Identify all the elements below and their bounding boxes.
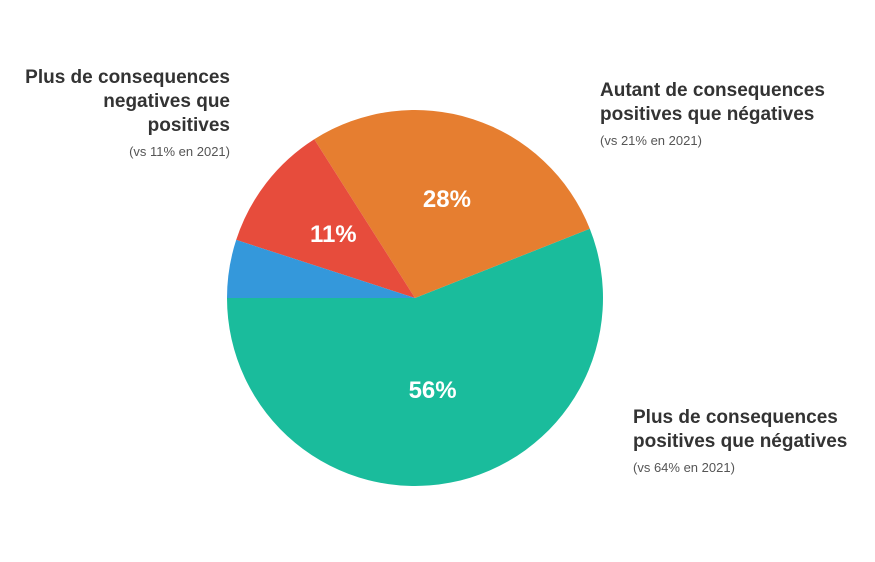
slice-label-negative: 11%	[310, 221, 357, 248]
label-negative-note: (vs 11% en 2021)	[129, 144, 230, 159]
label-equal-note: (vs 21% en 2021)	[600, 133, 702, 148]
pie-slice-negative	[236, 139, 415, 298]
label-negative-title: Plus de consequences negatives que posit…	[25, 67, 230, 136]
label-positive-note: (vs 64% en 2021)	[633, 460, 735, 475]
pie-slice-equal	[314, 110, 590, 298]
label-equal-title: Autant de consequences positives que nég…	[600, 80, 825, 125]
pie-slice-other	[227, 239, 415, 298]
label-positive: Plus de consequences positives que négat…	[633, 406, 873, 475]
label-negative: Plus de consequences negatives que posit…	[20, 66, 230, 159]
label-equal: Autant de consequences positives que nég…	[600, 79, 860, 148]
slice-label-equal: 28%	[423, 186, 471, 213]
slice-label-positive: 56%	[409, 377, 457, 404]
pie-slice-positive	[227, 228, 603, 486]
label-positive-title: Plus de consequences positives que négat…	[633, 407, 848, 452]
